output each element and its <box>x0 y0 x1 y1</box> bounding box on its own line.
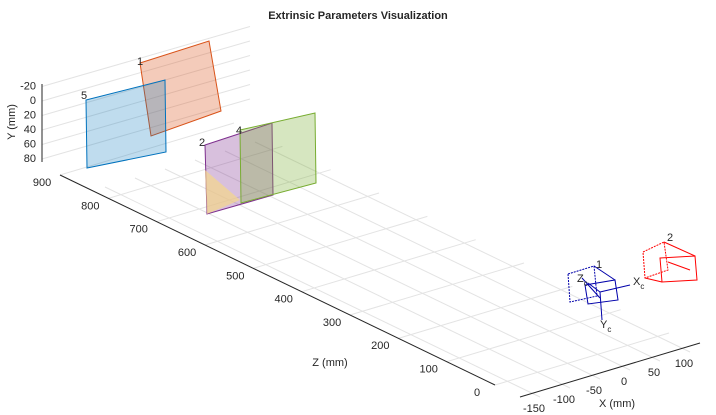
grid-line <box>253 215 428 269</box>
z-tick-label: 700 <box>130 224 148 236</box>
grid-line <box>104 186 541 398</box>
x-tick-label: 100 <box>675 358 693 370</box>
plane-label: 5 <box>81 90 87 102</box>
x-tick-label: 0 <box>621 376 627 388</box>
grid-line <box>204 192 380 246</box>
grid-line <box>254 141 691 353</box>
plane-label: 1 <box>137 56 143 68</box>
grid-line <box>194 159 631 371</box>
z-tick-label: 0 <box>474 387 480 399</box>
camera: 2 <box>642 232 698 283</box>
plane: 1 <box>137 40 222 137</box>
x-axis-label: X (mm) <box>599 398 635 410</box>
grid <box>41 26 691 398</box>
z-tick-label: 200 <box>371 340 389 352</box>
grid-line <box>398 285 573 339</box>
z-tick-label: 300 <box>323 317 341 329</box>
plane: 2 <box>199 122 274 215</box>
grid-line <box>494 332 670 386</box>
grid-line <box>41 40 251 102</box>
z-tick-label: 500 <box>226 270 244 282</box>
grid-line <box>349 262 525 316</box>
y-tick-label: 80 <box>24 153 36 165</box>
grid-line <box>134 177 571 389</box>
x-tick-label: -150 <box>523 403 545 415</box>
grid-line <box>164 168 601 380</box>
camera-axis-label: Xc <box>633 276 644 291</box>
z-tick-label: 600 <box>178 247 196 259</box>
z-tick-label: 800 <box>81 200 99 212</box>
x-axis <box>519 342 701 398</box>
y-tick-label: 20 <box>24 109 36 121</box>
grid-line <box>446 309 621 363</box>
z-tick-label: 100 <box>419 364 437 376</box>
plane-label: 4 <box>236 125 242 137</box>
y-tick-label: 40 <box>24 124 36 136</box>
y-tick-label: -20 <box>20 80 36 92</box>
grid-line <box>41 26 251 87</box>
grid-line <box>301 239 476 293</box>
x-tick-label: -50 <box>586 385 602 397</box>
grid-line <box>59 122 235 176</box>
camera-label: 1 <box>596 259 602 271</box>
camera-label: 2 <box>667 232 673 244</box>
chart-title: Extrinsic Parameters Visualization <box>268 10 448 22</box>
z-axis-label: Z (mm) <box>312 357 347 369</box>
grid-line <box>41 98 251 160</box>
z-tick-label: 400 <box>275 294 293 306</box>
y-tick-label: 60 <box>24 138 36 150</box>
y-tick-label: 0 <box>30 95 36 107</box>
camera-axis-label: Yc <box>600 319 611 334</box>
grid-line <box>108 145 283 199</box>
plane-label: 2 <box>199 137 205 149</box>
grid-line <box>41 55 251 116</box>
grid-line <box>41 84 251 145</box>
x-tick-label: -100 <box>553 394 575 406</box>
plane: 5 <box>81 79 167 169</box>
z-tick-label: 900 <box>33 177 51 189</box>
plane: 4 <box>236 112 317 204</box>
y-axis-label: Y (mm) <box>6 104 18 140</box>
camera-axis-label: Zc <box>577 273 588 288</box>
camera: 1 <box>567 259 631 321</box>
grid-line <box>156 169 331 223</box>
grid-line <box>224 150 661 362</box>
z-axis <box>59 174 496 386</box>
x-tick-label: 50 <box>648 367 660 379</box>
